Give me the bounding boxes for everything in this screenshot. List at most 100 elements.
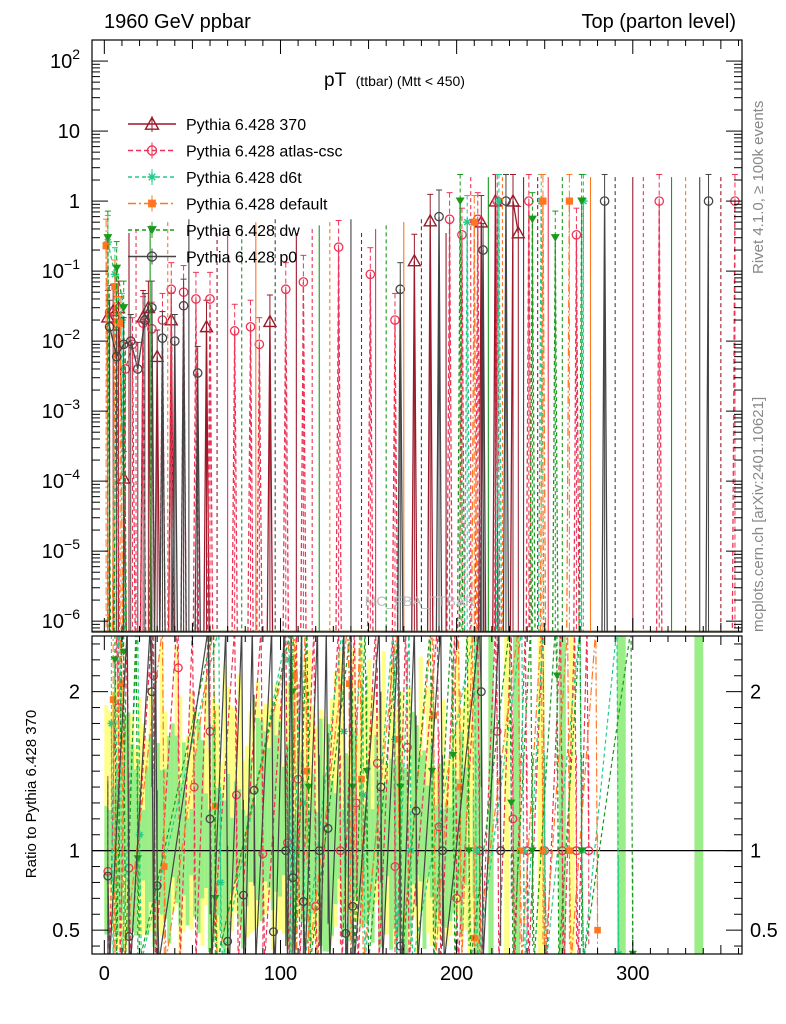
band-green xyxy=(411,711,416,885)
band-green xyxy=(366,760,371,913)
data-point xyxy=(147,302,157,313)
data-point xyxy=(125,336,136,346)
band-green xyxy=(230,817,235,894)
band-green xyxy=(196,719,201,933)
ratio-data-point xyxy=(173,663,183,673)
data-point xyxy=(103,234,113,242)
band-green xyxy=(204,793,209,888)
data-point xyxy=(105,303,121,317)
ratio-data-point xyxy=(109,696,117,703)
y-tick-label: 10−6 xyxy=(42,606,80,633)
legend-entry: Pythia 6.428 dw xyxy=(128,222,300,240)
data-point xyxy=(550,234,560,242)
band-green xyxy=(122,714,127,877)
data-point xyxy=(455,197,465,206)
data-point xyxy=(262,314,278,328)
axes: 0 100 200 300 10−6 10−5 10−4 10−3 10−2 10−1 1 10 102… xyxy=(42,39,778,985)
ratio-data-point xyxy=(476,687,486,697)
legend-label: Pythia 6.428 default xyxy=(186,197,328,214)
data-point xyxy=(132,364,143,374)
band-green xyxy=(385,780,390,877)
data-point xyxy=(577,197,587,206)
legend-label: Pythia 6.428 atlas-csc xyxy=(186,144,343,161)
ratio-data-point xyxy=(303,767,311,775)
ratio-data-point xyxy=(345,680,353,687)
band-green xyxy=(378,769,383,948)
band-green xyxy=(233,781,238,881)
ratio-data-point xyxy=(314,846,324,856)
ratio-data-point xyxy=(594,926,601,934)
legend: Pythia 6.428 370 Pythia 6.428 atlas-csc Py… xyxy=(128,116,343,267)
ratio-data-point xyxy=(268,927,278,937)
data-point xyxy=(280,284,291,295)
ratio-series-line xyxy=(107,636,502,954)
band-green xyxy=(400,764,405,947)
ratio-data-point xyxy=(135,830,144,839)
band-green xyxy=(170,723,175,878)
ratio-series-pythia-6-428-p0 xyxy=(103,636,506,954)
data-point xyxy=(112,264,122,273)
band-green xyxy=(407,809,412,930)
ratio-data-point xyxy=(395,736,402,743)
series-pythia-6-428-p0 xyxy=(92,173,742,632)
band-green xyxy=(396,755,401,937)
data-point xyxy=(120,364,131,374)
legend-marker xyxy=(146,145,158,156)
data-point xyxy=(395,284,406,295)
legend-entry: Pythia 6.428 p0 xyxy=(128,248,297,267)
band-yellow xyxy=(185,735,190,901)
legend-marker xyxy=(147,226,157,235)
y-tick-label: 10−1 xyxy=(42,256,80,283)
ratio-data-point xyxy=(411,806,421,816)
band-green xyxy=(281,766,286,876)
band-green xyxy=(278,720,283,897)
data-point xyxy=(333,242,344,252)
ratio-data-point xyxy=(456,783,464,791)
data-point xyxy=(571,229,582,240)
band-green xyxy=(211,724,216,943)
ratio-data-point xyxy=(249,785,259,795)
ratio-data-point xyxy=(323,823,333,833)
ratio-data-point xyxy=(472,846,480,855)
band-yellow xyxy=(537,636,545,954)
band-green xyxy=(104,805,109,935)
band-green xyxy=(374,734,379,881)
data-point xyxy=(539,197,547,205)
band-green xyxy=(359,781,364,928)
band-green xyxy=(448,807,453,922)
series-pythia-6-428-370 xyxy=(92,173,742,632)
legend-entry: Pythia 6.428 370 xyxy=(128,116,306,134)
band-green xyxy=(415,725,420,875)
ratio-data-point xyxy=(390,862,400,872)
ratio-data-point xyxy=(452,893,462,903)
data-point xyxy=(654,196,665,206)
band-green xyxy=(289,783,294,953)
process-label: Top (parton level) xyxy=(581,11,736,33)
ratio-data-point xyxy=(211,895,220,903)
ratio-data-point xyxy=(516,847,524,854)
rivet-label: Rivet 4.1.0, ≥ 100k events xyxy=(750,101,767,274)
ratio-data-point xyxy=(258,849,268,859)
band-green xyxy=(141,809,146,881)
band-green xyxy=(452,767,457,913)
ratio-data-point xyxy=(298,897,308,907)
series-line xyxy=(107,201,583,632)
band-green xyxy=(470,796,475,897)
ratio-data-point xyxy=(438,846,448,856)
band-green xyxy=(422,750,427,949)
band-green xyxy=(616,636,626,954)
y-tick-label: 1 xyxy=(69,191,80,213)
ratio-data-point xyxy=(539,847,547,854)
analysis-watermark: MC_FBA_TTBAR xyxy=(365,593,475,609)
band-green xyxy=(311,774,316,914)
band-green xyxy=(292,814,297,924)
series-line xyxy=(105,201,571,632)
band-green xyxy=(200,740,205,899)
ratio-tick-label-right: 2 xyxy=(750,682,761,704)
ratio-data-point xyxy=(427,767,437,775)
data-point xyxy=(157,333,168,344)
ratio-data-point xyxy=(507,799,516,807)
band-green xyxy=(344,753,349,878)
legend-entry: Pythia 6.428 d6t xyxy=(128,169,302,187)
